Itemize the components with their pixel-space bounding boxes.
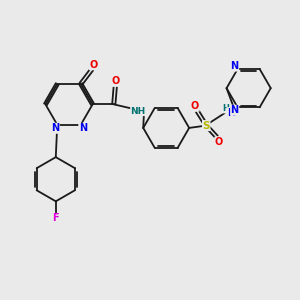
Text: O: O bbox=[215, 137, 223, 147]
Text: F: F bbox=[52, 213, 59, 224]
Text: S: S bbox=[202, 121, 210, 130]
Text: N: N bbox=[231, 61, 239, 71]
Text: O: O bbox=[112, 76, 120, 86]
Text: N: N bbox=[227, 108, 235, 118]
Text: H: H bbox=[223, 104, 230, 113]
Text: N: N bbox=[79, 123, 87, 133]
Text: O: O bbox=[191, 101, 199, 111]
Text: O: O bbox=[89, 60, 98, 70]
Text: N: N bbox=[231, 105, 239, 115]
Text: N: N bbox=[51, 123, 59, 133]
Text: NH: NH bbox=[130, 106, 146, 116]
